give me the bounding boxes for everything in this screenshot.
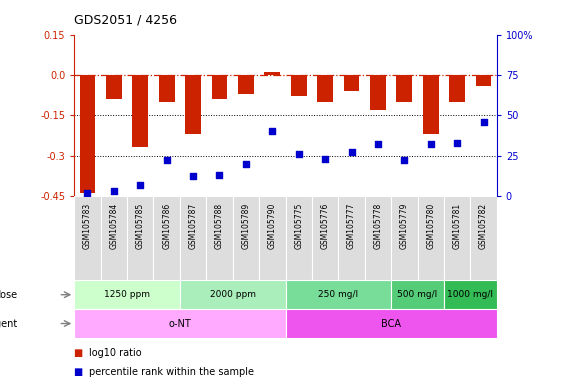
- Bar: [291, 75, 307, 96]
- FancyBboxPatch shape: [338, 196, 365, 280]
- FancyBboxPatch shape: [286, 309, 497, 338]
- FancyBboxPatch shape: [74, 196, 100, 280]
- Bar: [264, 72, 280, 75]
- FancyBboxPatch shape: [391, 280, 444, 309]
- Text: GSM105787: GSM105787: [188, 203, 198, 249]
- Point: [136, 182, 145, 188]
- Bar: [370, 75, 386, 110]
- Text: GSM105790: GSM105790: [268, 203, 277, 249]
- Text: dose: dose: [0, 290, 17, 300]
- Bar: [476, 75, 492, 86]
- Point: [188, 174, 198, 180]
- Text: GSM105778: GSM105778: [373, 203, 383, 249]
- Bar: [396, 75, 412, 102]
- Text: GSM105786: GSM105786: [162, 203, 171, 249]
- Text: o-NT: o-NT: [168, 318, 191, 329]
- FancyBboxPatch shape: [180, 280, 286, 309]
- Bar: [79, 75, 95, 193]
- Bar: [238, 75, 254, 94]
- Bar: [106, 75, 122, 99]
- FancyBboxPatch shape: [259, 196, 286, 280]
- Point: [400, 157, 409, 164]
- Bar: [344, 75, 359, 91]
- FancyBboxPatch shape: [391, 196, 417, 280]
- FancyBboxPatch shape: [444, 280, 497, 309]
- Point: [294, 151, 303, 157]
- Text: GSM105780: GSM105780: [426, 203, 435, 249]
- Point: [373, 141, 383, 147]
- FancyBboxPatch shape: [74, 309, 286, 338]
- Text: GSM105779: GSM105779: [400, 203, 409, 249]
- Bar: [423, 75, 439, 134]
- FancyBboxPatch shape: [286, 196, 312, 280]
- Point: [426, 141, 435, 147]
- FancyBboxPatch shape: [444, 196, 471, 280]
- FancyBboxPatch shape: [154, 196, 180, 280]
- FancyBboxPatch shape: [233, 196, 259, 280]
- Point: [162, 157, 171, 164]
- Point: [453, 139, 462, 146]
- Bar: [449, 75, 465, 102]
- FancyBboxPatch shape: [127, 196, 154, 280]
- Text: ■: ■: [74, 348, 87, 358]
- Text: log10 ratio: log10 ratio: [89, 348, 141, 358]
- Text: 500 mg/l: 500 mg/l: [397, 290, 437, 299]
- Text: GSM105776: GSM105776: [320, 203, 329, 249]
- Text: GSM105785: GSM105785: [136, 203, 145, 249]
- FancyBboxPatch shape: [417, 196, 444, 280]
- FancyBboxPatch shape: [74, 280, 180, 309]
- Bar: [317, 75, 333, 102]
- Point: [215, 172, 224, 178]
- Text: GSM105789: GSM105789: [242, 203, 251, 249]
- Text: GSM105782: GSM105782: [479, 203, 488, 249]
- Bar: [132, 75, 148, 147]
- Bar: [211, 75, 227, 99]
- FancyBboxPatch shape: [365, 196, 391, 280]
- Text: GSM105775: GSM105775: [294, 203, 303, 249]
- Text: GSM105781: GSM105781: [453, 203, 462, 249]
- Text: percentile rank within the sample: percentile rank within the sample: [89, 367, 254, 377]
- Text: GSM105783: GSM105783: [83, 203, 92, 249]
- Point: [268, 128, 277, 134]
- Bar: [159, 75, 175, 102]
- Text: GSM105788: GSM105788: [215, 203, 224, 249]
- FancyBboxPatch shape: [312, 196, 338, 280]
- Text: BCA: BCA: [381, 318, 401, 329]
- FancyBboxPatch shape: [180, 196, 206, 280]
- Point: [320, 156, 329, 162]
- Text: agent: agent: [0, 318, 17, 329]
- Text: 1250 ppm: 1250 ppm: [104, 290, 150, 299]
- Bar: [185, 75, 201, 134]
- Point: [109, 188, 118, 194]
- Text: ■: ■: [74, 367, 87, 377]
- FancyBboxPatch shape: [471, 196, 497, 280]
- Text: GSM105784: GSM105784: [109, 203, 118, 249]
- Text: GDS2051 / 4256: GDS2051 / 4256: [74, 14, 177, 27]
- Point: [242, 161, 251, 167]
- Point: [83, 190, 92, 196]
- FancyBboxPatch shape: [100, 196, 127, 280]
- Point: [347, 149, 356, 156]
- Point: [479, 119, 488, 125]
- FancyBboxPatch shape: [286, 280, 391, 309]
- Text: 250 mg/l: 250 mg/l: [318, 290, 359, 299]
- FancyBboxPatch shape: [206, 196, 233, 280]
- Text: 1000 mg/l: 1000 mg/l: [447, 290, 493, 299]
- Text: GSM105777: GSM105777: [347, 203, 356, 249]
- Text: 2000 ppm: 2000 ppm: [210, 290, 256, 299]
